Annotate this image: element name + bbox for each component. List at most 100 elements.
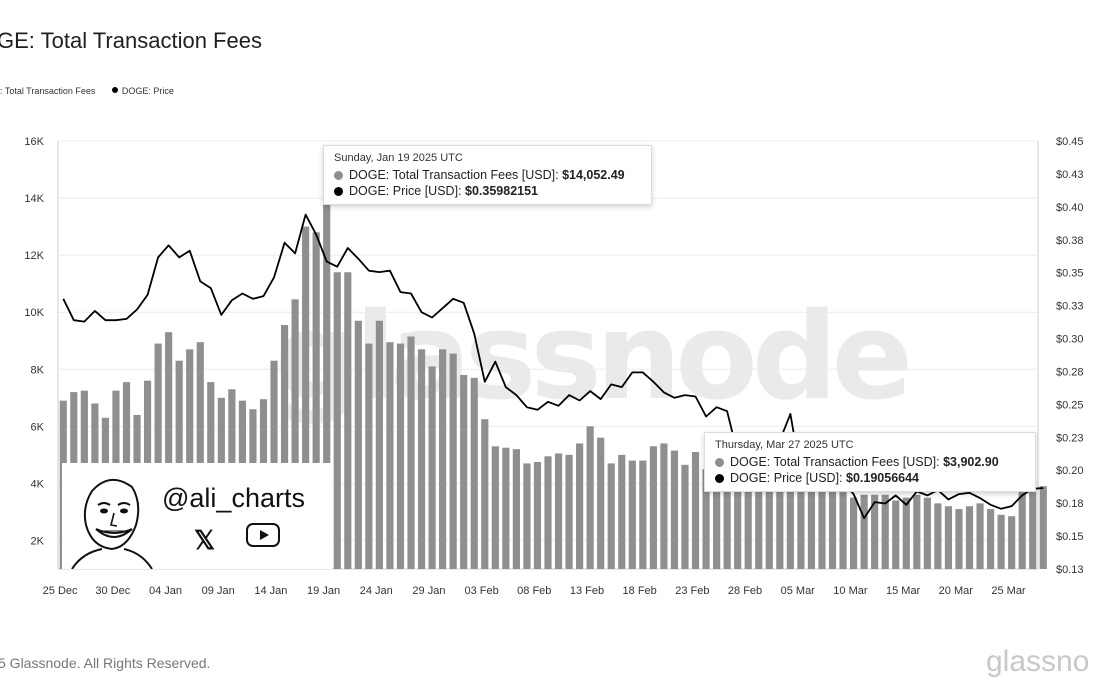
fee-bar [196,342,204,569]
fee-bar [607,463,615,569]
y-right-tick-label: $0.33 [1056,301,1084,313]
fee-bar [839,489,847,569]
fee-bar [365,343,373,569]
fee-bar [323,196,331,569]
fee-bar [660,443,668,569]
y-left-tick-label: 12K [24,250,44,262]
tooltip-date: Thursday, Mar 27 2025 UTC [715,439,854,451]
fee-bar [902,497,910,569]
fee-bar [797,489,805,569]
fee-bar [734,474,742,569]
fee-bar [639,460,647,569]
fee-bar [828,491,837,569]
fee-bar [565,454,573,569]
legend-price-dot [111,87,118,93]
fee-bar [533,462,542,569]
x-tick-label: 05 Mar [781,585,816,597]
avatar-icon [71,479,153,569]
legend-item-price[interactable]: DOGE: Price [111,86,174,96]
y-axis-left: 16K 14K 12K 10K 8K 6K 4K 2K [24,136,44,547]
fee-bar [154,343,162,569]
tooltip-mar27: Thursday, Mar 27 2025 UTC DOGE: Total Tr… [704,432,1036,492]
tooltip-date: Sunday, Jan 19 2025 UTC [334,152,463,164]
x-tick-label: 03 Feb [464,585,498,597]
fee-bar [407,336,415,569]
fee-bar [807,489,816,569]
footer-logo: glassno [986,645,1090,678]
y-left-tick-label: 14K [24,193,44,205]
x-tick-label: 09 Jan [202,585,235,597]
x-tick-label: 24 Jan [360,585,393,597]
x-tick-label: 23 Feb [675,585,709,597]
fee-bar [354,320,362,569]
fee-bar [881,494,889,569]
fee-bar [913,494,921,569]
y-left-tick-label: 8K [31,364,45,376]
fee-bar [976,503,984,569]
fee-bar [428,366,436,569]
y-right-tick-label: $0.30 [1056,334,1084,346]
fee-bar [165,332,173,569]
tooltip-price-value: $0.19056644 [846,471,920,485]
fee-bar [439,349,447,569]
x-tick-label: 25 Dec [43,585,78,597]
fee-bar [576,443,584,569]
fee-bar [470,377,478,569]
fee-bar [850,497,858,569]
y-right-tick-label: $0.45 [1056,136,1084,148]
tooltip-fees-label: DOGE: Total Transaction Fees [USD]: [730,455,940,469]
tooltip-fees-row: DOGE: Total Transaction Fees [USD]: $14,… [334,168,641,182]
fee-bar [986,509,995,569]
tooltip-fees-dot [334,171,343,180]
fee-bar [449,353,457,569]
x-tick-label: 13 Feb [570,585,604,597]
fee-bar [955,509,963,569]
tooltip-fees-label: DOGE: Total Transaction Fees [USD]: [349,168,559,182]
y-left-tick-label: 2K [31,535,45,547]
tooltip-fees-value: $14,052.49 [562,168,625,182]
fee-bar [776,483,784,569]
y-right-tick-label: $0.18 [1056,498,1084,510]
fee-bar [713,471,721,569]
y-right-tick-label: $0.25 [1056,399,1084,411]
fee-bar [723,471,731,569]
fee-bar [934,503,942,569]
y-axis-right: $0.45 $0.43 $0.40 $0.38 $0.35 $0.33 $0.30 $0.28… [1056,136,1084,576]
tooltip-fees-dot [715,458,724,467]
fee-bar [744,477,752,569]
author-handle: @ali_charts [162,483,305,513]
y-right-tick-label: $0.13 [1056,564,1084,576]
tooltip-fees-value: $3,902.90 [943,455,999,469]
x-tick-label: 15 Mar [886,585,921,597]
fee-bar [860,494,868,569]
x-tick-label: 18 Feb [623,585,657,597]
y-left-tick-label: 4K [31,478,45,490]
y-left-tick-label: 16K [24,136,44,148]
fee-bar [586,426,594,569]
legend-price-label: DOGE: Price [121,86,174,96]
legend-fees-label: : Total Transaction Fees [0,86,96,96]
x-tick-label: 14 Jan [254,585,287,597]
price-line-group [62,213,1044,520]
x-tick-label: 30 Dec [95,585,130,597]
x-tick-label: 04 Jan [149,585,182,597]
tooltip-price-row: DOGE: Price [USD]: $0.19056644 [715,471,1025,485]
fee-bar [375,320,383,569]
fee-bar [618,454,626,569]
fee-bar [786,486,794,569]
fee-bar [512,449,520,569]
fee-bar [1039,486,1047,569]
legend-item-fees[interactable]: : Total Transaction Fees [0,86,95,96]
tooltip-price-value: $0.35982151 [465,184,539,198]
fee-bar [628,460,636,569]
fee-bar [302,226,310,569]
fee-bar [702,469,710,569]
tooltip-jan19: Sunday, Jan 19 2025 UTC DOGE: Total Tran… [323,145,652,205]
fee-bar [1008,516,1016,569]
tooltip-price-dot [334,187,343,196]
x-logo-icon: 𝕏 [194,525,215,555]
fee-bar [502,447,510,569]
fee-bar [597,437,605,569]
fee-bar [818,491,826,569]
